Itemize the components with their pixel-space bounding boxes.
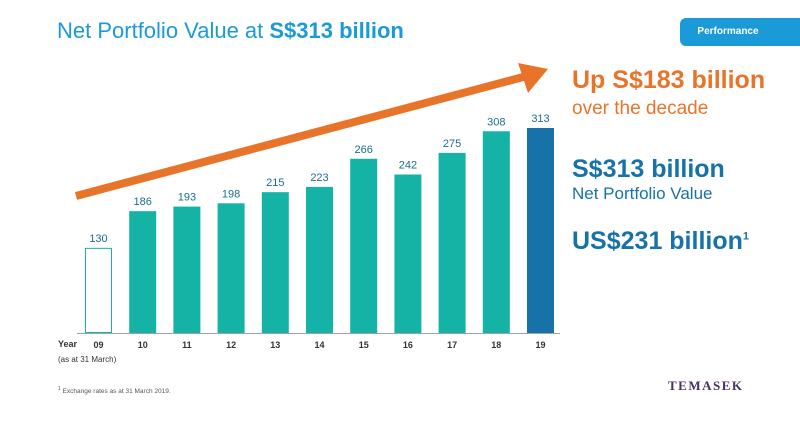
x-tick-14: 14 [314, 340, 324, 350]
temasek-logo: TEMASEK [668, 378, 744, 393]
footnote: 1 Exchange rates as at 31 March 2019. [58, 386, 171, 396]
npv-label: Net Portfolio Value [572, 184, 713, 203]
x-tick-09: 09 [93, 340, 103, 350]
bar-18 [482, 131, 510, 333]
title-highlight: S$313 billion [269, 18, 404, 43]
x-tick-10: 10 [138, 340, 148, 350]
usd-footnote-mark: 1 [742, 230, 750, 243]
usd-value: US$231 billion1 [572, 227, 750, 255]
data-label-13: 215 [266, 177, 284, 189]
x-tick-17: 17 [447, 340, 457, 350]
bar-16 [394, 174, 422, 333]
bar-17 [438, 152, 466, 333]
bar-15 [350, 158, 378, 333]
bar-19 [527, 127, 554, 333]
data-label-19: 313 [531, 113, 549, 125]
x-axis-title: Year [58, 339, 78, 349]
page-title: Net Portfolio Value at S$313 billion [57, 18, 404, 43]
bar-14 [306, 186, 333, 333]
data-label-09: 130 [89, 233, 107, 245]
x-tick-19: 19 [535, 340, 545, 350]
x-tick-12: 12 [226, 340, 236, 350]
bar-11 [173, 206, 201, 333]
performance-badge: Performance [680, 18, 800, 46]
bar-13 [261, 192, 289, 333]
data-label-12: 198 [222, 188, 240, 200]
data-label-17: 275 [443, 138, 461, 150]
bar-09 [85, 247, 112, 334]
x-tick-11: 11 [182, 340, 192, 350]
x-tick-16: 16 [403, 340, 413, 350]
data-label-16: 242 [399, 159, 417, 171]
bar-10 [129, 211, 157, 333]
data-label-18: 308 [487, 116, 505, 128]
data-label-11: 193 [178, 192, 196, 204]
x-tick-13: 13 [270, 340, 280, 350]
trend-arrow-head [518, 63, 548, 93]
trend-arrow-line [74, 72, 529, 200]
x-tick-18: 18 [491, 340, 501, 350]
increase-amount: Up S$183 billion [572, 66, 766, 94]
data-label-10: 186 [134, 196, 152, 208]
increase-period: over the decade [572, 98, 709, 119]
x-axis-note: (as at 31 March) [58, 355, 117, 364]
data-label-14: 223 [310, 172, 328, 184]
bar-12 [217, 203, 245, 333]
npv-value: S$313 billion [572, 155, 725, 183]
x-tick-15: 15 [359, 340, 369, 350]
data-label-15: 266 [355, 144, 373, 156]
